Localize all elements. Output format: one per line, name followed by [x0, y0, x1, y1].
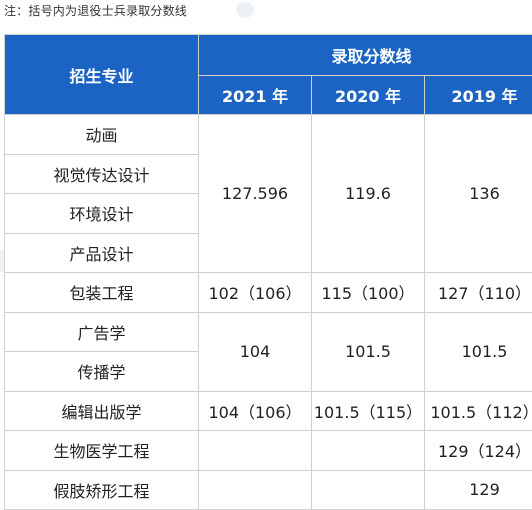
- table-row: 动画 127.596 119.6 136: [5, 115, 532, 155]
- major-cell: 传播学: [5, 352, 199, 392]
- cloud-decoration-top: [236, 2, 254, 18]
- table-row: 广告学 104 101.5 101.5: [5, 312, 532, 352]
- table-row: 编辑出版学 104（106） 101.5（115） 101.5（112）: [5, 391, 532, 431]
- score-cell: 101.5: [312, 312, 425, 391]
- score-cell: 127（110）: [425, 273, 532, 313]
- header-year-2021: 2021 年: [199, 76, 312, 115]
- score-cell: 104: [199, 312, 312, 391]
- major-cell: 产品设计: [5, 233, 199, 273]
- score-cell: 101.5: [425, 312, 532, 391]
- table-row: 包装工程 102（106） 115（100） 127（110）: [5, 273, 532, 313]
- major-cell: 广告学: [5, 312, 199, 352]
- table-note: 注：括号内为退役士兵录取分数线: [4, 2, 187, 19]
- score-cell: 101.5（115）: [312, 391, 425, 431]
- admission-score-table: 招生专业 录取分数线 2021 年 2020 年 2019 年 动画 127.5…: [4, 34, 532, 510]
- score-cell: [199, 431, 312, 471]
- major-cell: 动画: [5, 115, 199, 155]
- header-score: 录取分数线: [199, 35, 532, 76]
- score-cell: 115（100）: [312, 273, 425, 313]
- header-year-2019: 2019 年: [425, 76, 532, 115]
- score-cell: 136: [425, 115, 532, 273]
- score-cell: 101.5（112）: [425, 391, 532, 431]
- header-year-2020: 2020 年: [312, 76, 425, 115]
- score-cell: 119.6: [312, 115, 425, 273]
- score-cell: 127.596: [199, 115, 312, 273]
- major-cell: 视觉传达设计: [5, 154, 199, 194]
- score-cell: 104（106）: [199, 391, 312, 431]
- major-cell: 生物医学工程: [5, 431, 199, 471]
- major-cell: 环境设计: [5, 194, 199, 234]
- header-major: 招生专业: [5, 35, 199, 115]
- major-cell: 编辑出版学: [5, 391, 199, 431]
- score-cell: 102（106）: [199, 273, 312, 313]
- table-row: 生物医学工程 129（124）: [5, 431, 532, 471]
- major-cell: 包装工程: [5, 273, 199, 313]
- score-cell: 129（124）: [425, 431, 532, 471]
- score-cell: [312, 431, 425, 471]
